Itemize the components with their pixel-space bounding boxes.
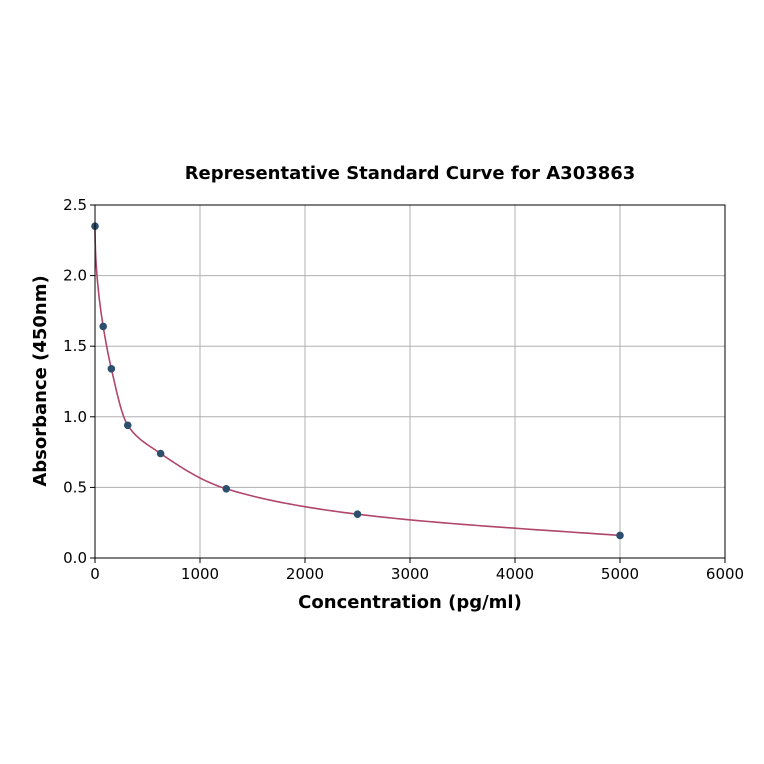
x-axis-label: Concentration (pg/ml) <box>298 592 522 613</box>
y-axis-label: Absorbance (450nm) <box>30 275 51 486</box>
x-tick-label: 2000 <box>286 565 324 583</box>
data-point <box>616 531 624 540</box>
data-point <box>123 421 132 430</box>
y-tick-label: 1.0 <box>63 408 87 426</box>
data-point <box>99 322 107 331</box>
data-point <box>107 364 116 373</box>
x-tick-label: 4000 <box>496 565 534 583</box>
grid <box>94 204 726 559</box>
y-tick-label: 1.5 <box>63 337 87 355</box>
data-point <box>353 510 362 519</box>
x-tick-label: 1000 <box>181 565 219 583</box>
x-ticks: 0 1000 2000 3000 4000 5000 6000 <box>90 558 744 583</box>
y-tick-label: 2.5 <box>63 196 87 214</box>
x-tick-label: 0 <box>90 565 100 583</box>
fit-curve <box>94 226 621 537</box>
x-tick-label: 3000 <box>391 565 429 583</box>
data-points <box>91 222 624 540</box>
data-point <box>156 449 165 458</box>
x-tick-label: 6000 <box>706 565 744 583</box>
y-ticks: 0.0 0.5 1.0 1.5 2.0 2.5 <box>63 196 95 567</box>
data-point <box>222 485 231 493</box>
chart-title: Representative Standard Curve for A30386… <box>185 163 636 184</box>
x-tick-label: 5000 <box>601 565 639 583</box>
y-tick-label: 2.0 <box>63 267 87 285</box>
y-tick-label: 0.5 <box>63 478 87 496</box>
y-tick-label: 0.0 <box>63 549 87 567</box>
